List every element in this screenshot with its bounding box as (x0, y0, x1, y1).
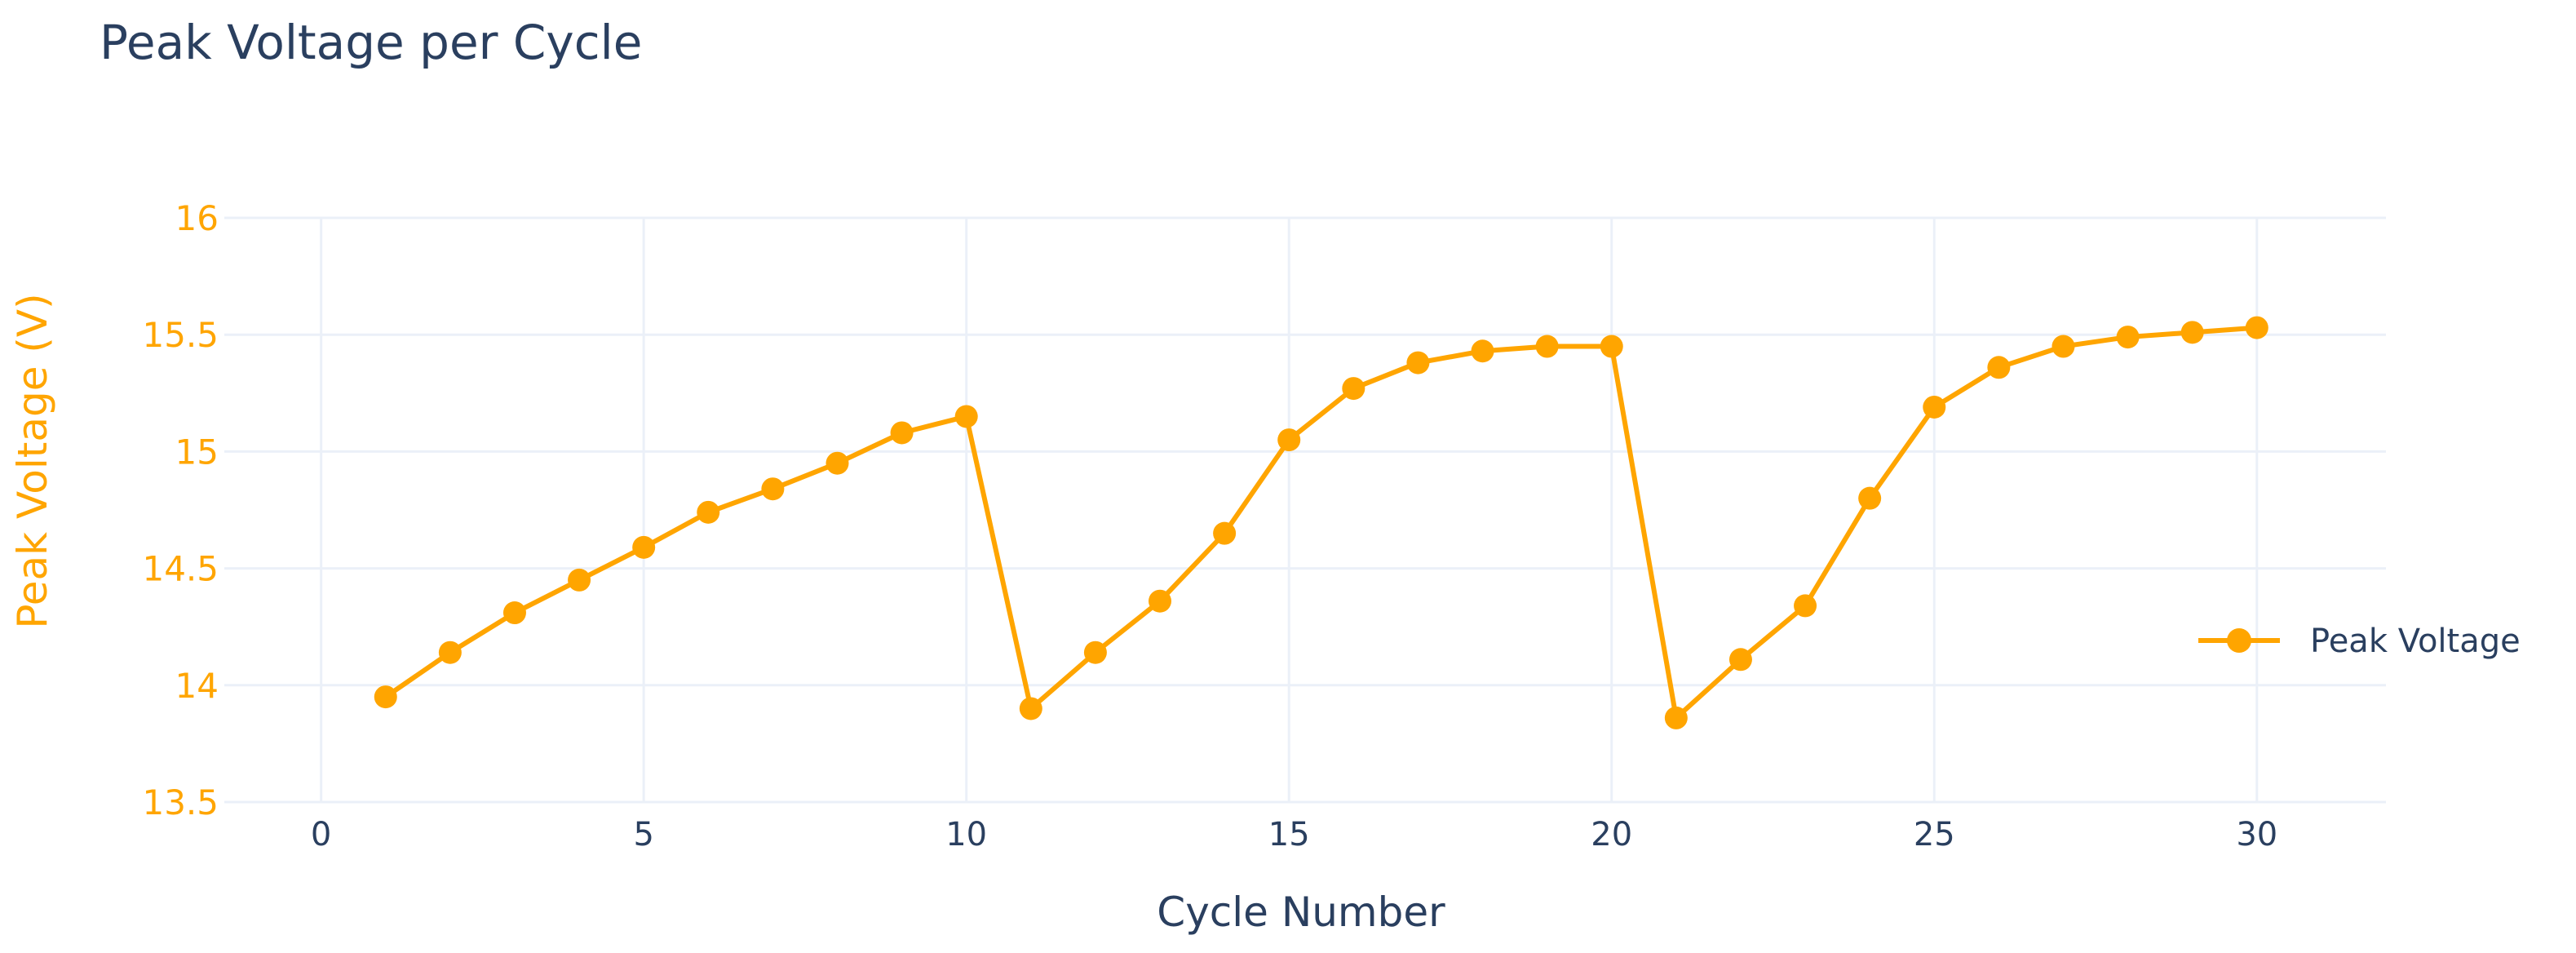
data-point[interactable] (632, 535, 656, 559)
data-point[interactable] (697, 500, 720, 524)
data-point[interactable] (1987, 356, 2011, 379)
y-tick-label: 13.5 (142, 782, 219, 822)
y-axis-ticks: 13.5 14 14.5 15 15.5 16 (142, 198, 219, 822)
data-point[interactable] (2245, 316, 2268, 339)
legend-label: Peak Voltage (2310, 623, 2521, 660)
chart-title: Peak Voltage per Cycle (100, 15, 642, 70)
x-tick-label: 0 (311, 816, 331, 853)
data-point[interactable] (1083, 641, 1107, 664)
data-point[interactable] (1794, 594, 1817, 618)
data-point[interactable] (761, 477, 785, 501)
grid (224, 216, 2386, 804)
x-tick-label: 20 (1591, 816, 1632, 853)
data-point[interactable] (1213, 521, 1237, 545)
data-point[interactable] (1858, 486, 1882, 510)
x-tick-label: 15 (1268, 816, 1310, 853)
legend-marker (2227, 628, 2251, 653)
x-tick-label: 10 (945, 816, 987, 853)
x-tick-label: 25 (1914, 816, 1955, 853)
y-tick-label: 14 (175, 666, 219, 706)
y-tick-label: 15.5 (142, 315, 219, 355)
data-point[interactable] (1923, 395, 1946, 419)
data-point[interactable] (1406, 351, 1430, 375)
x-tick-label: 30 (2236, 816, 2277, 853)
x-axis-ticks: 0 5 10 15 20 25 30 (311, 816, 2277, 853)
data-point[interactable] (1019, 697, 1042, 720)
series-peak-voltage (374, 316, 2268, 729)
series-line (384, 325, 2258, 720)
data-point[interactable] (1277, 428, 1301, 452)
data-point[interactable] (954, 405, 978, 428)
data-point[interactable] (1342, 377, 1365, 401)
data-point[interactable] (1600, 335, 1623, 358)
x-axis-title: Cycle Number (1157, 889, 1445, 936)
y-tick-label: 14.5 (142, 549, 219, 589)
data-point[interactable] (2116, 326, 2140, 349)
data-point[interactable] (825, 451, 849, 475)
data-point[interactable] (1149, 589, 1172, 613)
data-point[interactable] (890, 421, 914, 445)
data-point[interactable] (438, 641, 462, 664)
data-point[interactable] (1471, 339, 1494, 363)
data-point[interactable] (2052, 335, 2075, 358)
legend[interactable]: Peak Voltage (2198, 623, 2521, 660)
y-axis-title: Peak Voltage (V) (9, 293, 56, 628)
data-point[interactable] (1535, 335, 1559, 358)
data-point[interactable] (374, 685, 397, 709)
x-tick-label: 5 (633, 816, 653, 853)
data-point[interactable] (1664, 706, 1688, 729)
data-point[interactable] (502, 601, 526, 625)
data-point[interactable] (1728, 648, 1752, 672)
y-tick-label: 15 (175, 432, 219, 472)
data-point[interactable] (568, 568, 591, 592)
data-point[interactable] (2180, 321, 2204, 344)
y-tick-label: 16 (175, 198, 219, 238)
